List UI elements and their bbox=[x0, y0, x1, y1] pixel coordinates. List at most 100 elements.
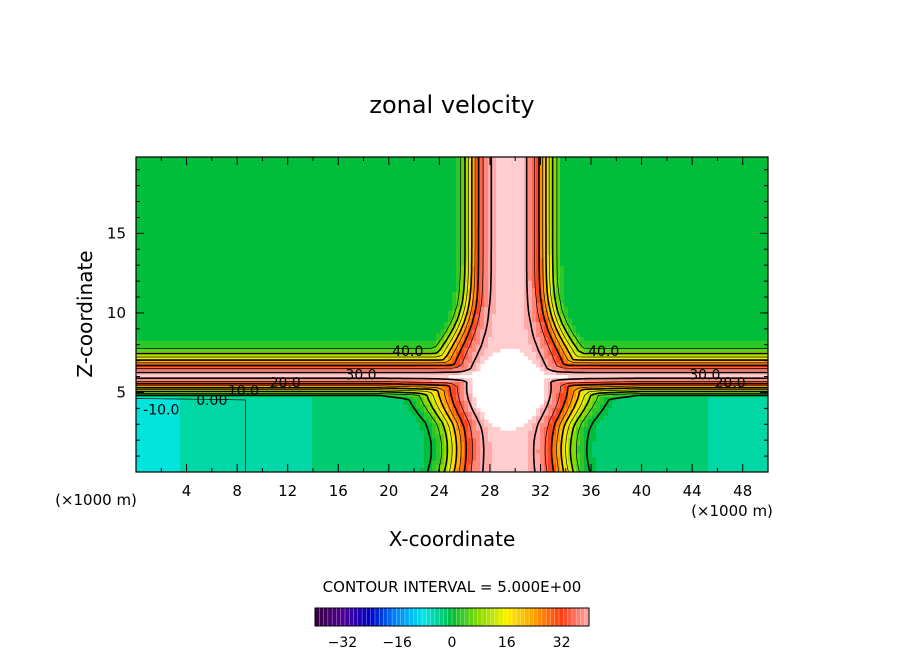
field-cell bbox=[232, 194, 237, 199]
field-cell bbox=[200, 322, 205, 327]
field-cell bbox=[372, 168, 377, 173]
field-cell bbox=[152, 265, 157, 271]
field-cell bbox=[320, 337, 325, 342]
field-cell bbox=[208, 280, 213, 286]
field-cell bbox=[268, 367, 273, 372]
field-cell bbox=[216, 419, 221, 424]
field-cell bbox=[140, 232, 145, 237]
field-cell bbox=[320, 468, 325, 472]
field-cell bbox=[296, 438, 301, 443]
field-cell bbox=[344, 460, 349, 466]
field-cell bbox=[356, 468, 361, 472]
field-cell bbox=[216, 232, 221, 237]
field-cell bbox=[148, 277, 153, 282]
field-cell bbox=[168, 187, 173, 192]
field-cell bbox=[200, 220, 205, 226]
field-cell bbox=[308, 224, 313, 229]
field-cell bbox=[192, 322, 197, 327]
field-cell bbox=[312, 220, 317, 226]
field-cell bbox=[268, 280, 273, 286]
field-cell bbox=[260, 337, 265, 342]
field-cell bbox=[220, 427, 225, 432]
field-cell bbox=[232, 205, 237, 211]
field-cell bbox=[340, 430, 345, 436]
field-cell bbox=[368, 172, 373, 177]
field-cell bbox=[320, 423, 325, 428]
field-cell bbox=[244, 213, 249, 218]
field-cell bbox=[224, 243, 229, 248]
field-cell bbox=[364, 265, 369, 271]
field-cell bbox=[216, 412, 221, 417]
field-cell bbox=[300, 449, 305, 454]
field-cell bbox=[192, 340, 197, 346]
field-cell bbox=[336, 190, 341, 196]
field-cell bbox=[208, 164, 213, 169]
field-cell bbox=[312, 224, 317, 229]
field-cell bbox=[280, 243, 285, 248]
field-cell bbox=[316, 397, 321, 402]
field-cell bbox=[276, 400, 281, 406]
field-cell bbox=[268, 397, 273, 402]
field-cell bbox=[300, 295, 305, 301]
field-cell bbox=[344, 202, 349, 207]
field-cell bbox=[144, 445, 149, 451]
field-cell bbox=[304, 299, 309, 304]
field-cell bbox=[168, 205, 173, 211]
field-cell bbox=[304, 337, 309, 342]
field-cell bbox=[240, 284, 245, 289]
field-cell bbox=[340, 423, 345, 428]
field-cell bbox=[304, 310, 309, 316]
field-cell bbox=[344, 325, 349, 331]
field-cell bbox=[228, 220, 233, 226]
field-cell bbox=[240, 194, 245, 199]
field-cell bbox=[368, 228, 373, 233]
field-cell bbox=[324, 220, 329, 226]
field-cell bbox=[140, 299, 145, 304]
field-cell bbox=[308, 348, 313, 353]
field-cell bbox=[196, 160, 201, 166]
field-cell bbox=[268, 213, 273, 218]
field-cell bbox=[264, 468, 269, 472]
field-cell bbox=[348, 160, 353, 166]
field-cell bbox=[212, 198, 217, 203]
field-cell bbox=[300, 190, 305, 196]
field-cell bbox=[368, 359, 373, 364]
field-cell bbox=[276, 265, 281, 271]
field-cell bbox=[284, 460, 289, 466]
field-cell bbox=[240, 295, 245, 301]
field-cell bbox=[308, 374, 313, 379]
field-cell bbox=[236, 247, 241, 252]
field-cell bbox=[172, 310, 177, 316]
field-cell bbox=[184, 438, 189, 443]
field-cell bbox=[204, 449, 209, 454]
field-cell bbox=[136, 265, 141, 271]
field-cell bbox=[276, 295, 281, 301]
field-cell bbox=[240, 160, 245, 166]
field-cell bbox=[340, 292, 345, 297]
field-cell bbox=[256, 359, 261, 364]
field-cell bbox=[280, 397, 285, 402]
field-cell bbox=[308, 232, 313, 237]
field-cell bbox=[312, 314, 317, 319]
field-cell bbox=[136, 430, 141, 436]
field-cell bbox=[168, 224, 173, 229]
field-cell bbox=[192, 378, 197, 383]
field-cell bbox=[352, 187, 357, 192]
field-cell bbox=[316, 183, 321, 188]
field-cell bbox=[176, 359, 181, 364]
field-cell bbox=[272, 415, 277, 421]
field-cell bbox=[312, 284, 317, 289]
field-cell bbox=[292, 355, 297, 361]
field-cell bbox=[140, 427, 145, 432]
field-cell bbox=[204, 423, 209, 428]
field-cell bbox=[208, 333, 213, 338]
field-cell bbox=[260, 333, 265, 338]
field-cell bbox=[340, 220, 345, 226]
field-cell bbox=[336, 419, 341, 424]
field-cell bbox=[252, 408, 257, 413]
field-cell bbox=[244, 168, 249, 173]
field-cell bbox=[208, 247, 213, 252]
field-cell bbox=[292, 445, 297, 451]
field-cell bbox=[284, 408, 289, 413]
field-cell bbox=[284, 430, 289, 436]
